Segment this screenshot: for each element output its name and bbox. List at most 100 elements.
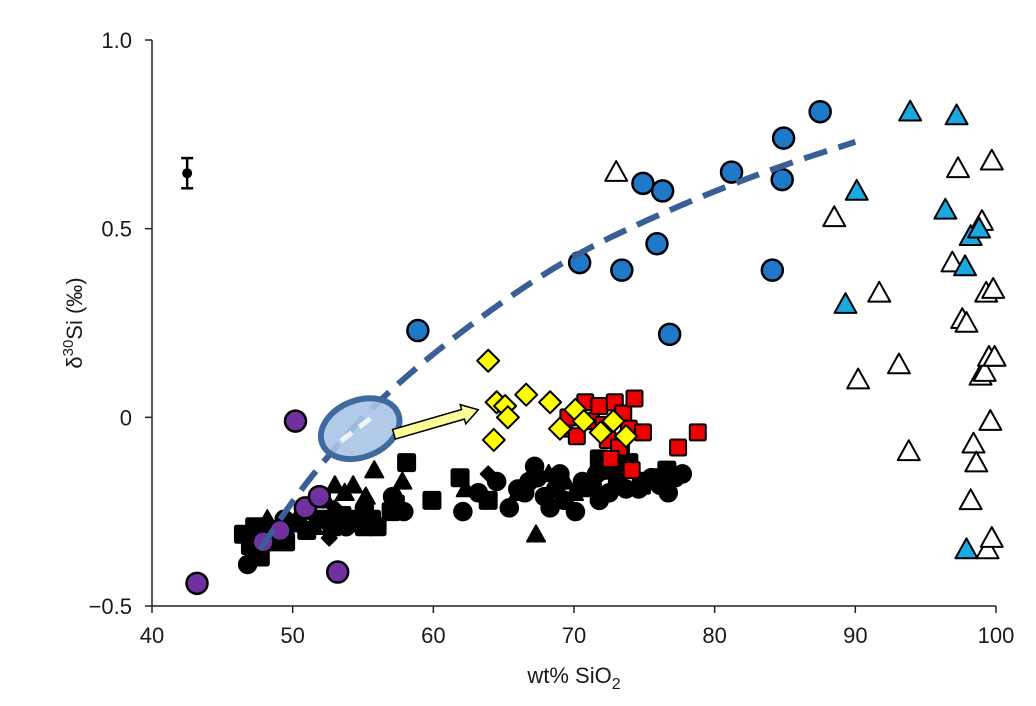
yellow-diamonds-point: [514, 382, 539, 407]
x-tick-label: 50: [280, 623, 304, 648]
white-triangles-point: [979, 148, 1004, 171]
white-triangles-point: [954, 311, 979, 333]
blue-circles-point: [808, 99, 832, 124]
black-circles-point: [586, 464, 607, 484]
black-diamonds-point: [320, 529, 338, 547]
black-squares-point: [422, 490, 442, 510]
cyan-triangles-point: [933, 197, 958, 220]
blue-circles-point: [771, 126, 796, 150]
blue-circles-point: [770, 167, 794, 192]
black-circles-point: [554, 490, 574, 511]
cyan-triangles-point: [944, 103, 969, 126]
red-squares-point: [601, 449, 620, 468]
x-axis-title: wt% SiO2: [526, 663, 620, 693]
white-triangles-point: [958, 488, 983, 511]
x-axis-title-subscript: 2: [612, 676, 621, 693]
cyan-triangles-point: [967, 216, 992, 239]
trend-arrow: [391, 403, 480, 441]
yellow-diamonds-point: [614, 424, 639, 449]
black-squares-point: [397, 453, 417, 473]
x-tick-label: 40: [140, 623, 164, 648]
yellow-diamonds-point: [538, 390, 563, 415]
black-triangles-point: [392, 471, 413, 490]
white-triangles-point: [964, 450, 989, 473]
y-tick-label: 0.5: [101, 217, 132, 242]
white-triangles-point: [972, 360, 997, 382]
yellow-diamonds-point: [476, 348, 501, 373]
black-circles-point: [550, 464, 570, 484]
trend-curve: [257, 139, 857, 552]
x-tick-label: 90: [843, 623, 867, 648]
data-markers: [185, 99, 1007, 596]
cyan-triangles-point: [954, 537, 979, 560]
black-circles-point: [468, 483, 489, 503]
white-triangles-point: [975, 537, 1000, 560]
yellow-diamonds-point: [571, 409, 596, 434]
blue-circles-point: [645, 232, 669, 256]
black-circles-point: [354, 498, 375, 518]
white-triangles-point: [886, 352, 911, 375]
y-tick-label: 0: [120, 405, 132, 430]
white-triangles-point: [604, 160, 629, 182]
white-triangles-point: [896, 439, 921, 462]
purple-circles-point: [283, 409, 308, 433]
white-triangles-point: [979, 526, 1004, 548]
purple-circles-point: [185, 571, 209, 596]
annotations: [181, 156, 480, 463]
purple-circles-point: [307, 484, 332, 509]
black-circles-point: [453, 501, 473, 522]
white-triangles-point: [982, 344, 1007, 367]
x-tick-label: 60: [421, 623, 445, 648]
blue-circles-point: [631, 171, 655, 196]
error-bar-point: [182, 168, 193, 179]
blue-circles-point: [610, 258, 634, 282]
yellow-diamonds-point: [495, 405, 520, 430]
red-squares-point: [688, 423, 707, 442]
black-triangles-point: [526, 524, 547, 543]
white-triangles-point: [822, 205, 847, 228]
y-axis-title-superscript: 30: [60, 340, 77, 357]
cyan-triangles-point: [953, 254, 978, 277]
x-tick-label: 100: [978, 623, 1015, 648]
white-triangles-point: [961, 431, 986, 454]
white-triangles-point: [867, 280, 892, 303]
black-circles-point: [394, 501, 414, 522]
blue-circles-point: [760, 258, 785, 282]
black-circles-point: [486, 471, 507, 492]
black-circles-point: [672, 464, 693, 484]
y-tick-label: 1.0: [101, 28, 132, 53]
yellow-diamonds-point: [481, 427, 506, 452]
black-diamonds-point: [316, 514, 334, 532]
cyan-triangles-point: [844, 178, 869, 201]
black-circles-point: [519, 471, 539, 492]
red-squares-point: [669, 438, 688, 457]
y-tick-label: −0.5: [89, 594, 132, 619]
yellow-diamonds-point: [588, 420, 613, 445]
red-squares-point: [567, 427, 586, 446]
red-squares-point: [625, 389, 644, 408]
blue-circles-point: [406, 318, 430, 343]
x-tick-label: 80: [702, 623, 726, 648]
black-circles-point: [237, 554, 258, 575]
red-squares-point: [622, 461, 641, 480]
black-triangles-point: [303, 516, 324, 535]
blue-circles-point: [719, 160, 744, 184]
white-triangles-point: [981, 277, 1006, 299]
black-circles-point: [499, 498, 520, 518]
y-axis-title: δ30Si (‰): [60, 277, 87, 368]
blue-circles-point: [650, 179, 675, 203]
black-triangles-point: [364, 460, 385, 479]
purple-circles-point: [325, 560, 350, 584]
highlight-ellipse: [317, 395, 403, 463]
black-diamonds-point: [326, 499, 344, 517]
black-triangles-point: [324, 475, 345, 494]
blue-circles-point: [657, 322, 682, 347]
white-triangles-point: [846, 367, 871, 390]
yellow-diamonds-point: [601, 409, 626, 434]
ticks: 40 50 60 70 80 90 100 −0.5 0 0.5 1.0: [89, 28, 1015, 648]
white-triangles-point: [946, 156, 971, 179]
black-circles-point: [382, 486, 403, 507]
red-squares-point: [590, 397, 609, 416]
cyan-triangles-point: [898, 99, 923, 122]
